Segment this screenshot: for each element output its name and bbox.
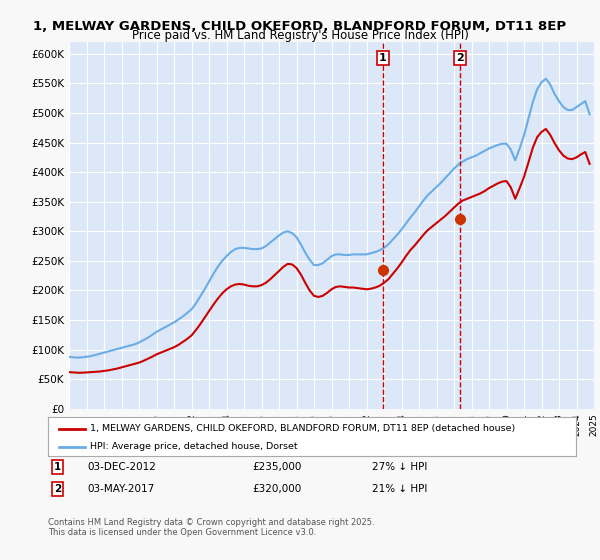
Text: 03-MAY-2017: 03-MAY-2017 (87, 484, 154, 494)
Text: Price paid vs. HM Land Registry's House Price Index (HPI): Price paid vs. HM Land Registry's House … (131, 29, 469, 42)
Text: 1: 1 (54, 462, 61, 472)
Text: 03-DEC-2012: 03-DEC-2012 (87, 462, 156, 472)
Text: 21% ↓ HPI: 21% ↓ HPI (372, 484, 427, 494)
Text: 2: 2 (456, 53, 464, 63)
Text: 2: 2 (54, 484, 61, 494)
Text: HPI: Average price, detached house, Dorset: HPI: Average price, detached house, Dors… (90, 442, 298, 451)
Text: £320,000: £320,000 (252, 484, 301, 494)
Text: Contains HM Land Registry data © Crown copyright and database right 2025.
This d: Contains HM Land Registry data © Crown c… (48, 518, 374, 538)
Text: £235,000: £235,000 (252, 462, 301, 472)
Text: 1: 1 (379, 53, 386, 63)
Text: 1, MELWAY GARDENS, CHILD OKEFORD, BLANDFORD FORUM, DT11 8EP: 1, MELWAY GARDENS, CHILD OKEFORD, BLANDF… (34, 20, 566, 32)
Text: 1, MELWAY GARDENS, CHILD OKEFORD, BLANDFORD FORUM, DT11 8EP (detached house): 1, MELWAY GARDENS, CHILD OKEFORD, BLANDF… (90, 424, 515, 433)
Text: 27% ↓ HPI: 27% ↓ HPI (372, 462, 427, 472)
